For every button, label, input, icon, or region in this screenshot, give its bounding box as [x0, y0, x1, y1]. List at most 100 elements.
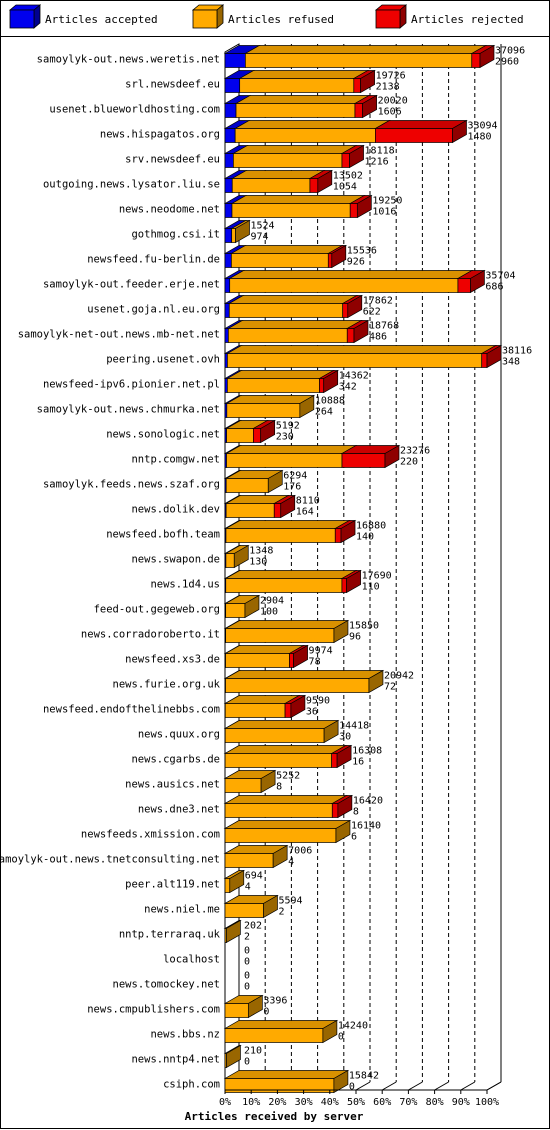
bar-accepted-label: 1054 [333, 182, 357, 193]
bar-segment [342, 303, 349, 318]
bar-accepted-label: 2138 [376, 82, 400, 93]
bar-segment-top [228, 270, 474, 279]
bar-total-label: 17862 [363, 296, 393, 307]
bar-side [337, 794, 353, 819]
category-label: samoylyk-out.news.tnetconsulting.net [0, 854, 220, 866]
bar-row [223, 369, 340, 394]
category-label: nntp.comgw.net [131, 454, 220, 466]
bar-side [233, 544, 249, 569]
bar-row [223, 394, 316, 419]
bar-total-label: 1524 [250, 221, 274, 232]
bar-accepted-label: 176 [283, 482, 301, 493]
x-tick-label: 100% [475, 1097, 499, 1108]
bar-segment [233, 153, 343, 168]
bar-total-label: 5192 [276, 421, 300, 432]
bar-row [223, 994, 264, 1019]
category-label: feed-out.gegeweb.org [94, 604, 220, 616]
bar-segment [331, 753, 338, 768]
bar-side [336, 744, 352, 769]
bar-row [223, 44, 496, 69]
bar-total-label: 19726 [376, 71, 406, 82]
bar-segment-top [230, 195, 366, 204]
bar-accepted-label: 2 [244, 932, 250, 943]
bar-side [290, 694, 306, 719]
bar-segment [224, 328, 229, 343]
category-label: nntp.terraraq.uk [119, 929, 221, 941]
bar-segment [224, 128, 236, 143]
bar-segment [224, 803, 333, 818]
bar-segment [234, 128, 376, 143]
category-label: csiph.com [163, 1079, 220, 1091]
x-tick-label: 20% [268, 1097, 286, 1108]
bar-segment-top [238, 70, 370, 79]
bar-total-label: 2904 [260, 596, 284, 607]
bar-segment-top [374, 120, 468, 129]
bar-side [317, 169, 333, 194]
bar-row [223, 94, 378, 119]
bar-row [223, 769, 277, 794]
bar-accepted-label: 1016 [372, 207, 396, 218]
bar-segment [224, 353, 228, 368]
bar-row [223, 519, 357, 544]
bar-accepted-label: 16 [352, 757, 364, 768]
bar-segment [319, 378, 325, 393]
bar-total-label: 14362 [339, 371, 369, 382]
bar-row [223, 544, 250, 569]
bar-accepted-label: 0 [244, 1057, 250, 1068]
bar-row [223, 244, 348, 269]
x-tick-label: 90% [452, 1097, 470, 1108]
bar-total-label: 16880 [356, 521, 386, 532]
x-axis: 0% 10% 20% 30% 40% 50% 60% 70% 80% 90% 100% [219, 1081, 502, 1108]
category-label: samoylyk-out.news.chmurka.net [37, 404, 220, 416]
bar-accepted-label: 4 [245, 882, 251, 893]
bar-segment [227, 353, 483, 368]
bar-row [223, 1069, 350, 1094]
bar-side [244, 594, 260, 619]
x-tick-label: 80% [426, 1097, 444, 1108]
category-label: news.dolik.dev [131, 504, 220, 516]
category-label: samoylyk.feeds.news.szaf.org [43, 479, 220, 491]
bar-total-label: 15536 [347, 246, 377, 257]
bar-row [223, 294, 364, 319]
bar-side [226, 1044, 241, 1069]
bar-segment [224, 703, 286, 718]
bar-side [280, 494, 296, 519]
category-label: newsfeed-ipv6.pionier.net.pl [43, 379, 220, 391]
bar-total-label: 18768 [369, 321, 399, 332]
bar-row [223, 319, 370, 344]
bar-row [223, 694, 307, 719]
category-label: samoylyk-out.feeder.erje.net [43, 279, 220, 291]
bar-total-label: 16140 [351, 821, 381, 832]
bar-accepted-label: 72 [384, 682, 396, 693]
bar-total-label: 9590 [306, 696, 330, 707]
bar-segment [341, 578, 347, 593]
bar-segment-top [223, 795, 348, 804]
bar-accepted-label: 1480 [467, 132, 491, 143]
bar-accepted-label: 348 [502, 357, 520, 368]
bar-total-label: 202 [244, 921, 262, 932]
bar-accepted-label: 622 [363, 307, 381, 318]
labels: 370962960samoylyk-out.news.weretis.net19… [0, 46, 532, 1093]
bar-segment [284, 703, 292, 718]
bar-total-label: 7006 [288, 846, 312, 857]
bar-segment-top [234, 95, 371, 104]
category-label: news.1d4.us [150, 579, 220, 591]
bar-side [340, 519, 356, 544]
bar-row [223, 669, 385, 694]
bar-row [223, 794, 354, 819]
bar-segment [224, 853, 274, 868]
bar-accepted-label: 8 [353, 807, 359, 818]
category-label: news.swapon.de [131, 554, 220, 566]
legend-label: Articles refused [228, 13, 334, 26]
bar-total-label: 0 [244, 971, 250, 982]
bar-total-label: 20942 [384, 671, 414, 682]
bar-total-label: 8110 [296, 496, 320, 507]
bar-accepted-label: 140 [356, 532, 374, 543]
bar-segment [235, 103, 356, 118]
bar-row [223, 119, 468, 144]
bar-side [362, 94, 377, 119]
bar-side [323, 719, 339, 744]
bar-segment [224, 153, 234, 168]
x-axis-end [486, 1081, 502, 1091]
